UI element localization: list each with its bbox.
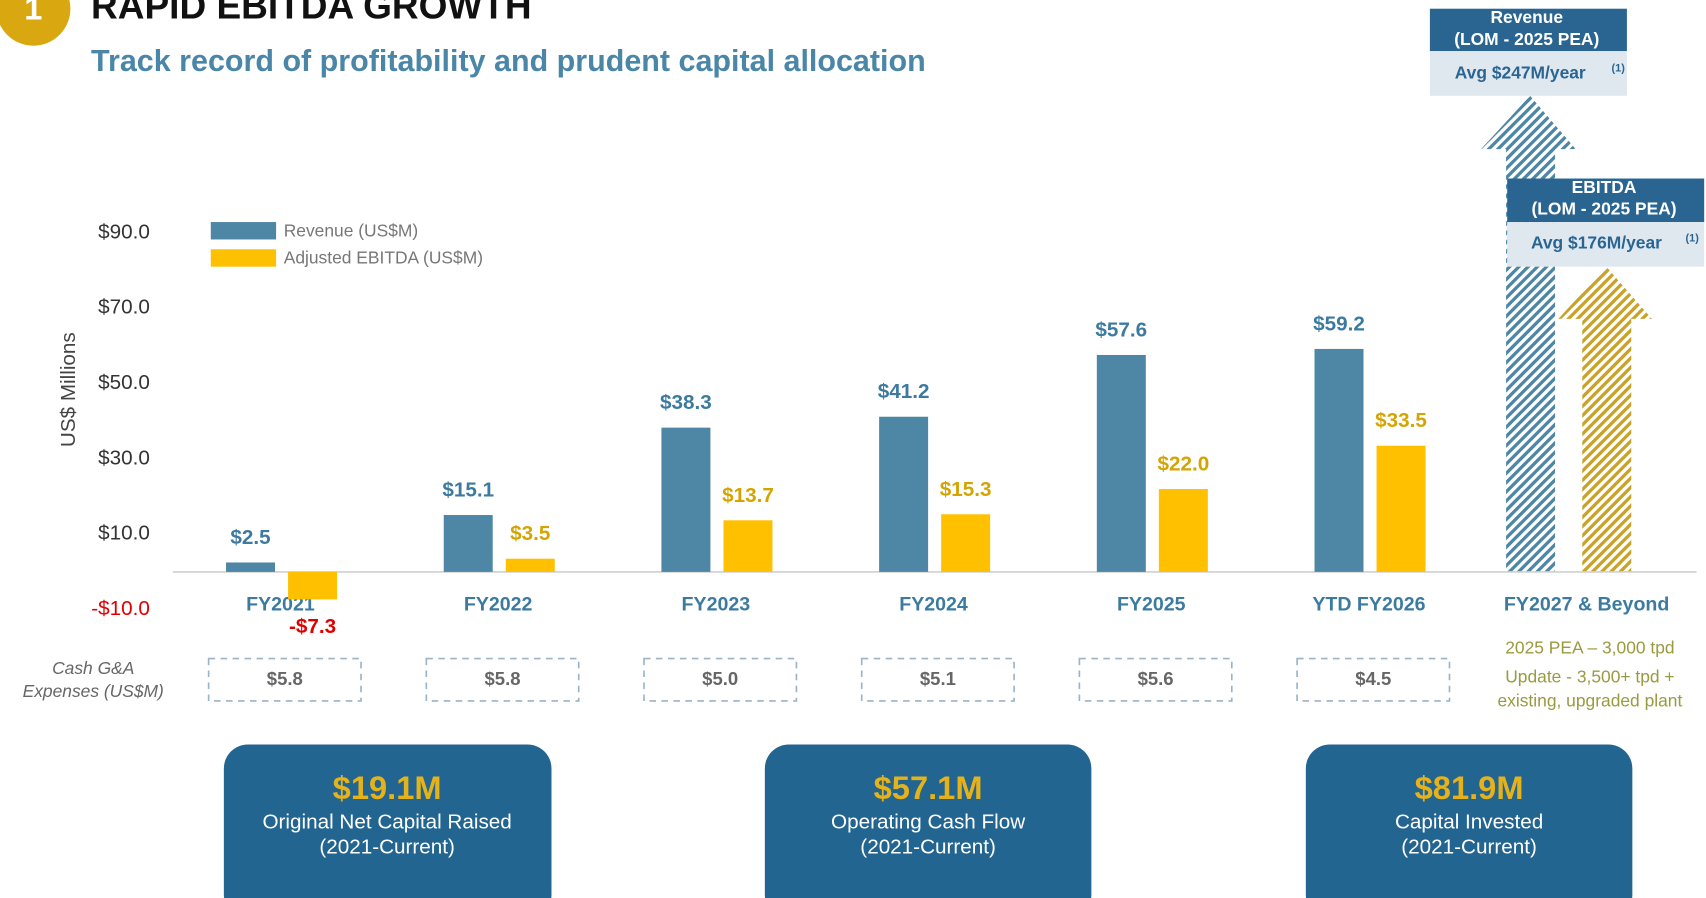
cash-ga-value: $5.1 bbox=[920, 668, 956, 689]
bar bbox=[1158, 489, 1208, 572]
value-label: $57.6 bbox=[1095, 318, 1147, 341]
value-label: $2.5 bbox=[230, 526, 270, 549]
y-tick-label: $70.0 bbox=[98, 296, 150, 319]
value-label: $59.2 bbox=[1313, 312, 1365, 335]
x-tick-label: YTD FY2026 bbox=[1312, 593, 1425, 615]
outlook-note: existing, upgraded plant bbox=[1497, 691, 1682, 711]
bar bbox=[1314, 348, 1364, 572]
section-number: 1 bbox=[24, 0, 42, 27]
arrow-box bbox=[1429, 51, 1627, 96]
callout-box bbox=[764, 744, 1092, 898]
cash-ga-box bbox=[860, 657, 1015, 702]
callout-text: Capital Invested bbox=[1395, 810, 1543, 833]
ebitda-arrow bbox=[1558, 266, 1652, 573]
cash-ga-box bbox=[1296, 657, 1451, 702]
y-tick-label: $90.0 bbox=[98, 220, 150, 243]
legend-swatch bbox=[210, 222, 277, 240]
arrow-title: Revenue bbox=[1490, 7, 1563, 27]
value-label: -$7.3 bbox=[289, 615, 336, 638]
y-tick-label: -$10.0 bbox=[91, 597, 150, 620]
x-tick-label: FY2022 bbox=[464, 593, 533, 615]
value-label: $15.1 bbox=[442, 479, 494, 502]
cash-ga-box bbox=[1078, 657, 1233, 702]
section-badge bbox=[0, 0, 71, 46]
cash-ga-value: $5.8 bbox=[267, 668, 303, 689]
arrow-subtitle: (LOM - 2025 PEA) bbox=[1454, 29, 1599, 49]
y-axis-label: US$ Millions bbox=[57, 332, 80, 447]
arrow-box bbox=[1507, 178, 1705, 223]
cash-ga-box bbox=[207, 657, 362, 702]
arrow-box bbox=[1429, 8, 1627, 52]
outlook-note: 2025 PEA – 3,000 tpd bbox=[1505, 637, 1674, 657]
legend-label: Adjusted EBITDA (US$M) bbox=[284, 248, 483, 268]
value-label: $13.7 bbox=[722, 484, 774, 507]
x-tick-label: FY2024 bbox=[899, 593, 968, 615]
revenue-arrow bbox=[1481, 95, 1576, 573]
callout-text: (2021-Current) bbox=[319, 835, 455, 858]
cash-ga-box bbox=[643, 657, 798, 702]
value-label: $22.0 bbox=[1157, 453, 1209, 476]
title: RAPID EBITDA GROWTH bbox=[91, 0, 532, 26]
value-label: $38.3 bbox=[660, 391, 712, 414]
callout-text: Original Net Capital Raised bbox=[262, 810, 511, 833]
callout-text: (2021-Current) bbox=[1401, 835, 1537, 858]
value-label: $3.5 bbox=[510, 522, 550, 545]
arrow-average: Avg $247M/year bbox=[1455, 63, 1586, 83]
bar bbox=[723, 520, 773, 572]
arrow-box bbox=[1507, 222, 1705, 267]
cash-ga-value: $5.6 bbox=[1138, 668, 1174, 689]
arrow-note: (1) bbox=[1612, 62, 1626, 74]
callout-text: Operating Cash Flow bbox=[831, 810, 1025, 833]
value-label: $15.3 bbox=[940, 478, 992, 501]
cash-ga-value: $5.0 bbox=[702, 668, 738, 689]
bar bbox=[879, 416, 929, 572]
callout-box bbox=[223, 744, 552, 898]
legend-swatch bbox=[210, 249, 277, 267]
callout-box bbox=[1305, 744, 1633, 898]
arrow-title: EBITDA bbox=[1572, 177, 1637, 197]
value-label: $41.2 bbox=[878, 380, 930, 403]
x-tick-label: FY2027 & Beyond bbox=[1504, 593, 1669, 615]
legend-label: Revenue (US$M) bbox=[284, 220, 418, 240]
value-label: $33.5 bbox=[1375, 409, 1427, 432]
callout-value: $57.1M bbox=[874, 769, 983, 806]
arrow-average: Avg $176M/year bbox=[1531, 232, 1662, 252]
cash-ga-label: Expenses (US$M) bbox=[23, 681, 164, 701]
bar bbox=[661, 427, 711, 572]
y-tick-label: $30.0 bbox=[98, 446, 150, 469]
bar bbox=[941, 514, 991, 572]
callout-value: $19.1M bbox=[333, 769, 442, 806]
y-tick-label: $50.0 bbox=[98, 371, 150, 394]
bar bbox=[226, 562, 276, 572]
cash-ga-value: $5.8 bbox=[485, 668, 521, 689]
bar bbox=[1376, 445, 1426, 572]
subtitle: Track record of profitability and pruden… bbox=[91, 44, 926, 78]
bar bbox=[288, 571, 338, 600]
bar bbox=[443, 515, 493, 572]
arrow-note: (1) bbox=[1686, 232, 1700, 244]
arrow-subtitle: (LOM - 2025 PEA) bbox=[1532, 199, 1677, 219]
cash-ga-box bbox=[425, 657, 580, 702]
callout-text: (2021-Current) bbox=[860, 835, 996, 858]
cash-ga-label: Cash G&A bbox=[52, 658, 134, 678]
bar bbox=[1096, 354, 1146, 572]
cash-ga-value: $4.5 bbox=[1355, 668, 1391, 689]
x-tick-label: FY2025 bbox=[1117, 593, 1186, 615]
x-tick-label: FY2023 bbox=[682, 593, 751, 615]
outlook-note: Update - 3,500+ tpd + bbox=[1505, 667, 1674, 687]
y-tick-label: $10.0 bbox=[98, 522, 150, 545]
bar bbox=[505, 558, 555, 572]
callout-value: $81.9M bbox=[1415, 769, 1524, 806]
